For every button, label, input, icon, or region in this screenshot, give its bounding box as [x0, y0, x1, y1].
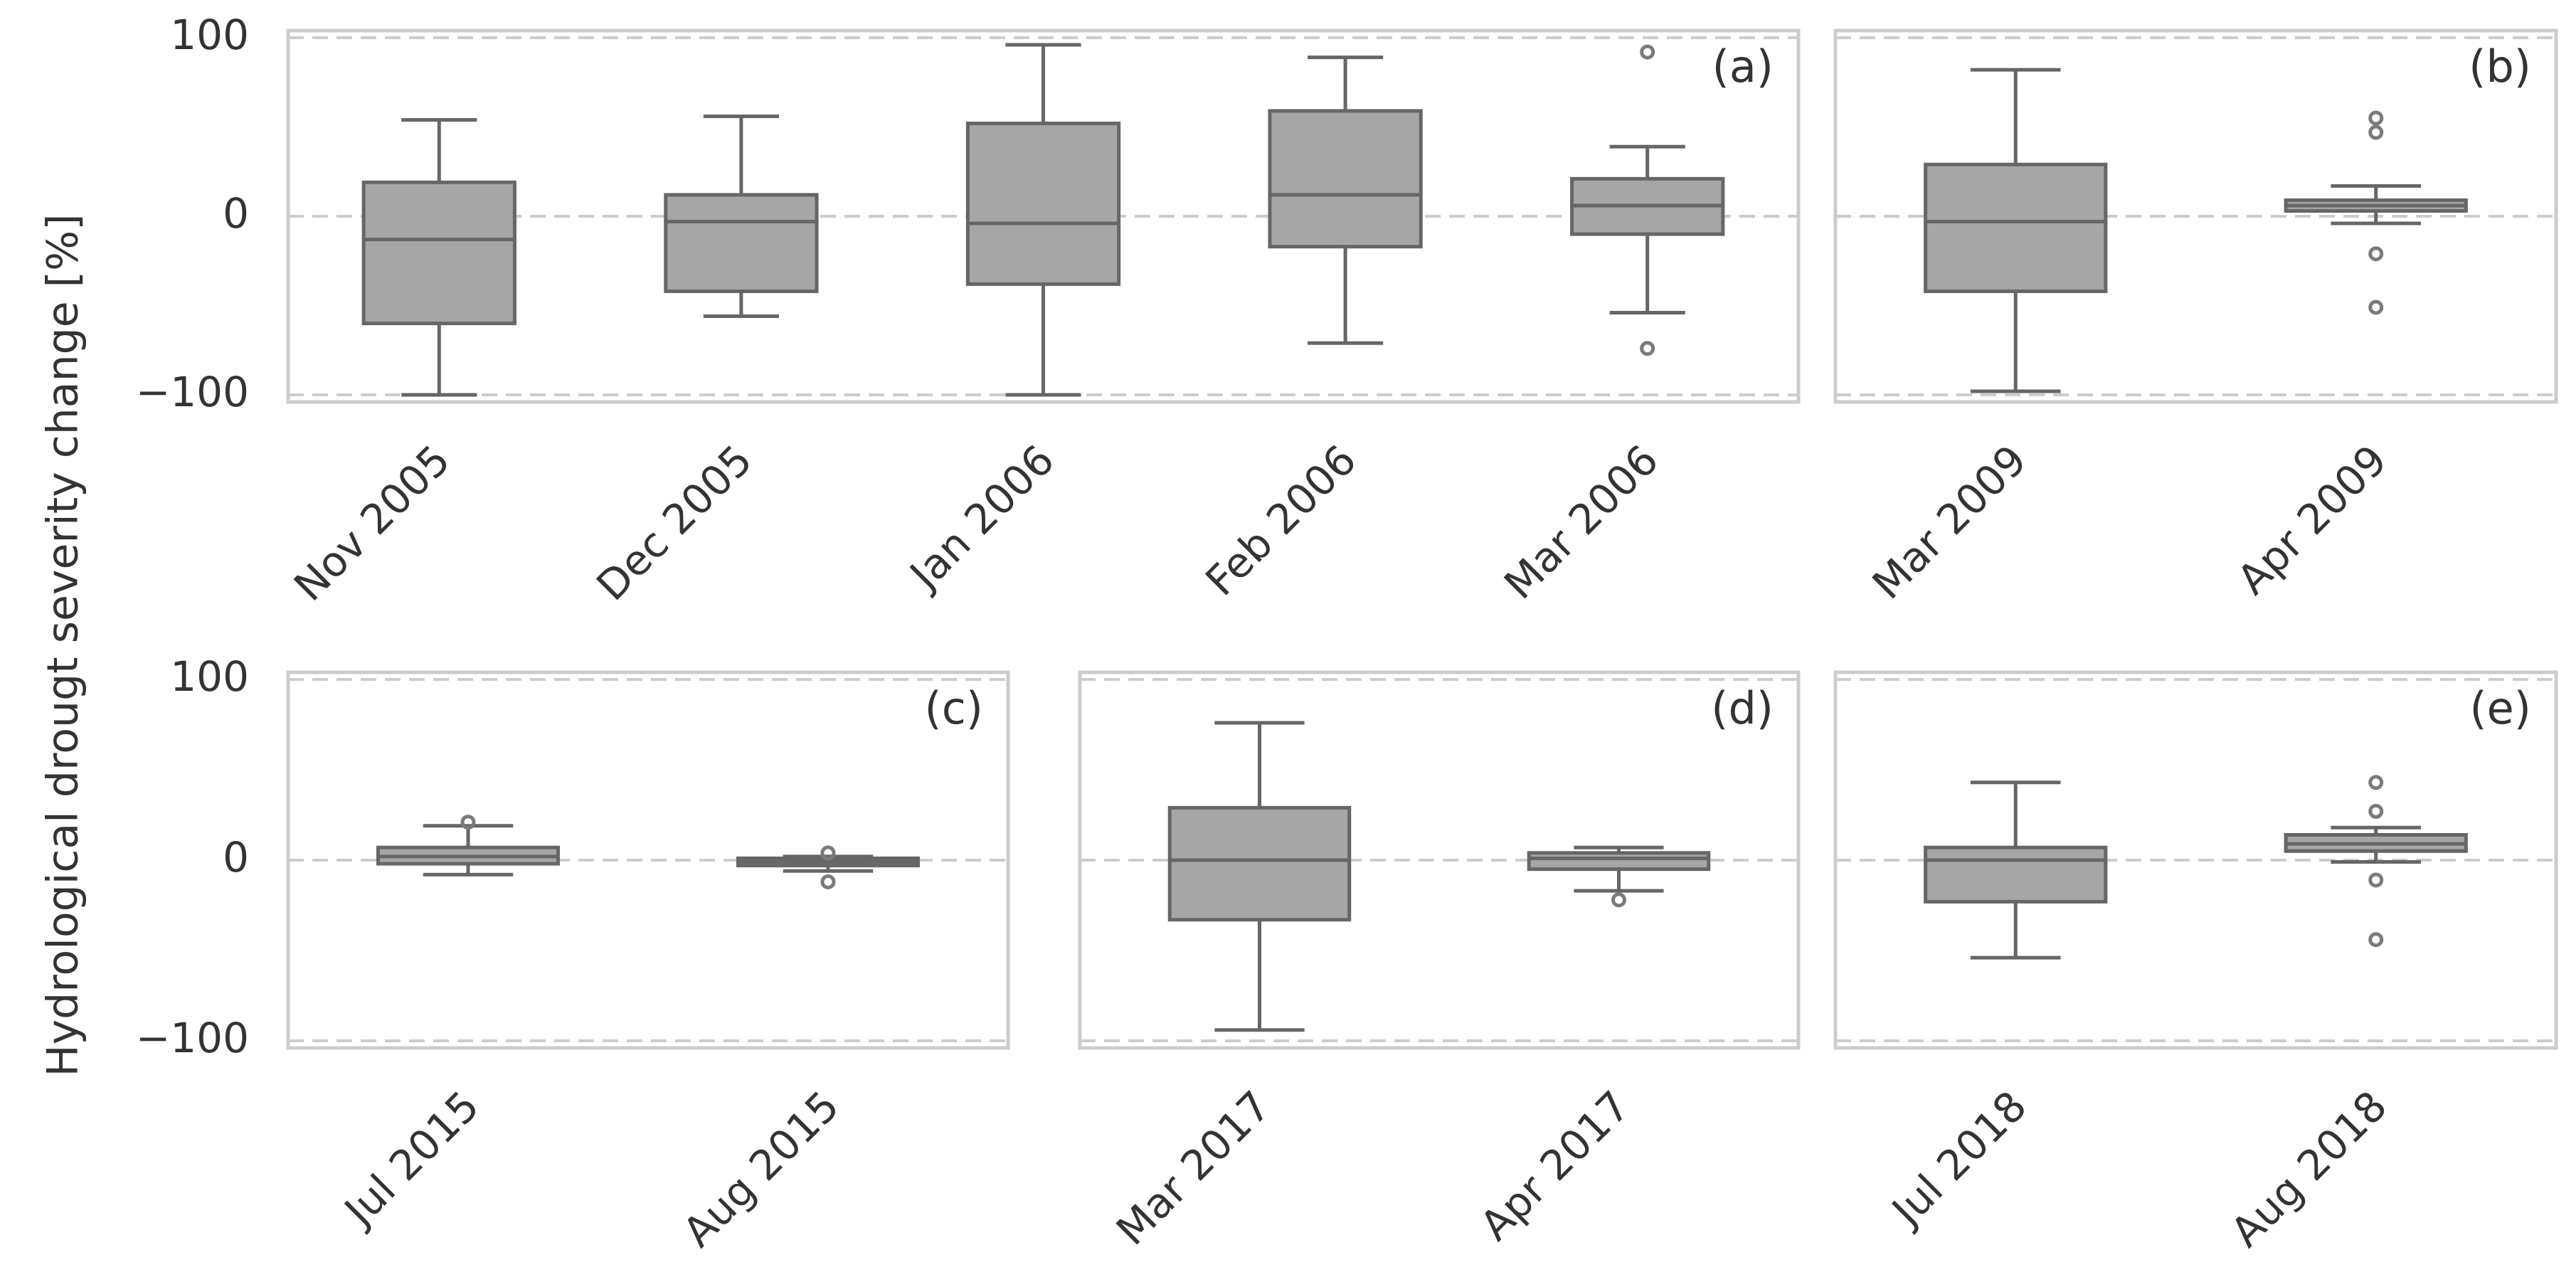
panel-frame-c: [286, 670, 1010, 1050]
outlier-point: [820, 845, 836, 861]
outlier-point: [2368, 932, 2384, 948]
box-b-0: [1924, 162, 2108, 293]
y-tick-label: 100: [170, 11, 249, 59]
x-tick-label: Mar 2009: [1863, 435, 2036, 608]
y-tick-label: 100: [170, 652, 249, 701]
outlier-point: [2368, 300, 2384, 315]
outlier-point: [820, 874, 836, 889]
x-tick-label: Jul 2018: [1882, 1081, 2036, 1236]
x-tick-label: Apr 2017: [1470, 1081, 1638, 1249]
x-tick-label: Aug 2018: [2222, 1081, 2397, 1256]
outlier-point: [1640, 341, 1655, 356]
box-e-0: [1924, 845, 2108, 904]
outlier-point: [2368, 872, 2384, 888]
box-a-3: [1268, 109, 1423, 249]
x-tick-label: Apr 2009: [2228, 435, 2396, 603]
y-tick-label: 0: [223, 189, 249, 238]
y-tick-label: 0: [223, 833, 249, 881]
outlier-point: [460, 815, 476, 830]
y-tick-label: −100: [136, 368, 249, 416]
x-tick-label: Mar 2017: [1107, 1081, 1280, 1254]
y-tick-label: −100: [136, 1014, 249, 1062]
outlier-point: [1640, 44, 1655, 60]
panel-label-d: (d): [1711, 682, 1774, 734]
panel-label-a: (a): [1712, 41, 1774, 92]
x-tick-label: Jul 2015: [334, 1081, 488, 1236]
panel-label-b: (b): [2469, 41, 2531, 92]
x-tick-label: Feb 2006: [1196, 435, 1365, 605]
panel-frame-b: [1833, 28, 2558, 404]
outlier-point: [1611, 892, 1626, 908]
x-tick-label: Aug 2015: [674, 1081, 849, 1256]
x-tick-label: Nov 2005: [285, 435, 460, 610]
outlier-point: [2368, 775, 2384, 790]
outlier-point: [2368, 125, 2384, 140]
outlier-point: [2368, 246, 2384, 262]
y-axis-label: Hydrological drougt severity change [%]: [38, 213, 88, 1076]
panel-frame-a: [286, 28, 1801, 404]
box-a-0: [361, 180, 516, 326]
panel-label-c: (c): [925, 682, 983, 734]
x-tick-label: Mar 2006: [1495, 435, 1668, 608]
box-d-1: [1527, 851, 1711, 872]
x-tick-label: Dec 2005: [587, 435, 761, 610]
box-a-1: [664, 193, 819, 293]
x-tick-label: Jan 2006: [899, 435, 1064, 600]
panel-frame-e: [1833, 670, 2558, 1050]
panel-label-e: (e): [2469, 682, 2531, 734]
box-d-0: [1167, 805, 1352, 922]
outlier-point: [2368, 803, 2384, 819]
outlier-point: [2368, 110, 2384, 126]
box-a-2: [965, 121, 1121, 286]
panel-frame-d: [1078, 670, 1801, 1050]
